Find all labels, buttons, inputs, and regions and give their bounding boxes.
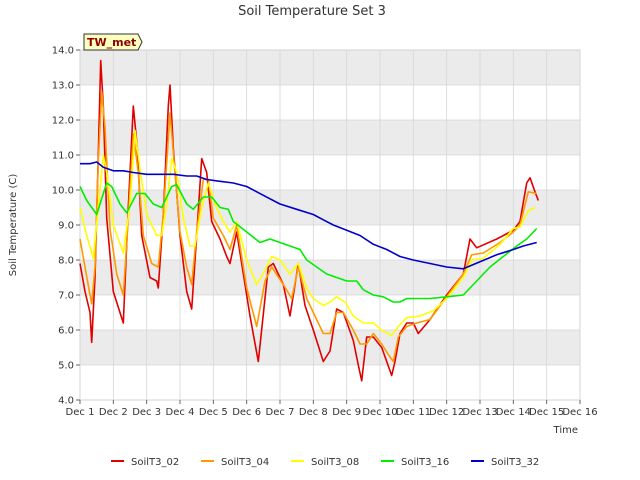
chart-title: Soil Temperature Set 3: [238, 4, 386, 19]
y-tick-label: 11.0: [52, 151, 74, 162]
y-tick-label: 10.0: [52, 186, 74, 197]
x-tick-label: Dec 9: [332, 407, 361, 418]
series-layer: [79, 59, 540, 382]
y-tick-label: 8.0: [58, 256, 74, 267]
legend-label: SoilT3_08: [311, 457, 359, 468]
legend-label: SoilT3_02: [131, 457, 179, 468]
y-tick-label: 6.0: [58, 326, 74, 337]
legend-label: SoilT3_32: [491, 457, 539, 468]
x-tick-label: Dec 3: [132, 407, 161, 418]
y-tick-label: 5.0: [58, 361, 74, 372]
x-tick-label: Dec 2: [99, 407, 128, 418]
y-tick-label: 9.0: [58, 221, 74, 232]
x-tick-label: Dec 8: [299, 407, 328, 418]
x-tick-label: Dec 14: [496, 407, 531, 418]
series-line-soilt3-02: [79, 59, 540, 382]
y-tick-label: 12.0: [52, 116, 74, 127]
site-label-box: TW_met: [83, 33, 143, 51]
plot-band: [80, 120, 580, 155]
plot-band: [80, 50, 580, 85]
y-tick-label: 14.0: [52, 46, 74, 57]
legend-label: SoilT3_16: [401, 457, 449, 468]
x-tick-label: Dec 16: [562, 407, 597, 418]
legend: SoilT3_02 SoilT3_04 SoilT3_08 SoilT3_16 Soil…: [111, 457, 539, 468]
x-tick-label: Dec 13: [462, 407, 497, 418]
x-tick-label: Dec 15: [529, 407, 564, 418]
site-label: TW_met: [87, 36, 136, 49]
legend-label: SoilT3_04: [221, 457, 269, 468]
y-tick-label: 13.0: [52, 81, 74, 92]
plot-band: [80, 260, 580, 295]
x-tick-label: Dec 10: [362, 407, 397, 418]
x-tick-label: Dec 6: [232, 407, 261, 418]
y-tick-label: 7.0: [58, 291, 74, 302]
x-axis-label: Time: [553, 425, 578, 436]
x-axis: Dec 1 Dec 2 Dec 3 Dec 4 Dec 5 Dec 6 Dec 7 Dec 8…: [66, 400, 598, 418]
x-tick-label: Dec 12: [429, 407, 464, 418]
x-tick-label: Dec 11: [396, 407, 431, 418]
x-tick-label: Dec 7: [266, 407, 295, 418]
y-axis: 4.0 5.0 6.0 7.0 8.0 9.0 10.0 11.0 12.0 13.0 14.0: [52, 46, 80, 407]
x-tick-label: Dec 5: [199, 407, 228, 418]
x-tick-label: Dec 4: [166, 407, 195, 418]
y-tick-label: 4.0: [58, 396, 74, 407]
series-line-soilt3-04: [79, 91, 537, 363]
y-axis-label: Soil Temperature (C): [8, 174, 19, 277]
x-tick-label: Dec 1: [66, 407, 95, 418]
series-line-soilt3-32: [80, 161, 537, 270]
plot-band: [80, 190, 580, 225]
series-line-soilt3-16: [79, 182, 538, 303]
series-line-soilt3-08: [79, 129, 536, 337]
